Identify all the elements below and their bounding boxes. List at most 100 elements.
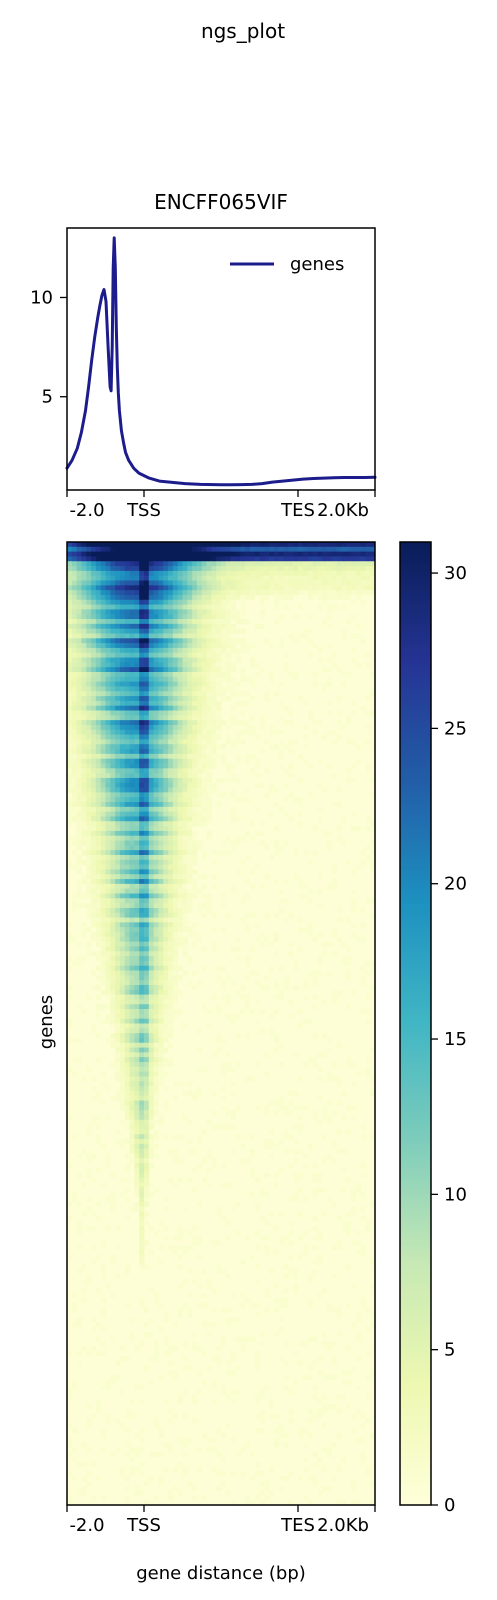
heatmap-cell xyxy=(158,652,164,658)
heatmap-cell xyxy=(341,672,347,678)
heatmap-cell xyxy=(196,638,203,644)
heatmap-cell xyxy=(144,700,150,707)
heatmap-cell xyxy=(124,956,130,962)
heatmap-cell xyxy=(312,720,318,726)
heatmap-cell xyxy=(264,1293,270,1299)
heatmap-cell xyxy=(331,739,337,745)
heatmap-cell xyxy=(196,758,203,764)
heatmap-cell xyxy=(158,1042,164,1048)
heatmap-cell xyxy=(95,768,102,774)
heatmap-cell xyxy=(81,763,87,769)
heatmap-cell xyxy=(163,720,169,726)
heatmap-cell xyxy=(148,1148,155,1154)
heatmap-cell xyxy=(322,1403,328,1410)
heatmap-cell xyxy=(168,570,174,577)
heatmap-cell xyxy=(129,854,135,861)
heatmap-cell xyxy=(206,773,212,779)
heatmap-cell xyxy=(278,763,284,769)
heatmap-cell xyxy=(148,1331,155,1337)
heatmap-cell xyxy=(100,1081,106,1087)
heatmap-cell xyxy=(225,994,232,1000)
heatmap-cell xyxy=(115,570,121,577)
heatmap-cell xyxy=(144,1158,150,1164)
heatmap-cell xyxy=(326,729,333,736)
heatmap-cell xyxy=(110,951,116,957)
heatmap-cell xyxy=(148,1004,155,1010)
heatmap-cell xyxy=(124,715,130,721)
heatmap-cell xyxy=(196,652,203,658)
heatmap-cell xyxy=(350,1240,357,1246)
heatmap-cell xyxy=(134,1201,140,1207)
heatmap-cell xyxy=(134,710,140,716)
heatmap-cell xyxy=(240,1447,246,1453)
heatmap-cell xyxy=(172,879,179,885)
heatmap-cell xyxy=(124,599,130,605)
heatmap-cell xyxy=(168,1418,174,1424)
heatmap-cell xyxy=(240,570,246,577)
heatmap-cell xyxy=(187,787,193,793)
heatmap-cell xyxy=(206,724,212,731)
heatmap-cell xyxy=(211,874,217,880)
heatmap-cell xyxy=(153,1110,159,1116)
heatmap-cell xyxy=(216,585,222,591)
heatmap-cell xyxy=(293,1105,299,1111)
heatmap-cell xyxy=(225,561,232,567)
heatmap-cell xyxy=(153,1062,159,1068)
heatmap-cell xyxy=(322,1331,328,1337)
heatmap-cell xyxy=(230,845,236,851)
heatmap-cell xyxy=(144,927,150,933)
heatmap-cell xyxy=(95,1124,102,1130)
heatmap-cell xyxy=(100,1273,106,1280)
heatmap-cell xyxy=(100,970,106,976)
heatmap-cell xyxy=(115,1057,121,1063)
heatmap-cell xyxy=(331,1158,337,1164)
heatmap-cell xyxy=(144,1264,150,1270)
heatmap-cell xyxy=(100,1004,106,1010)
heatmap-cell xyxy=(302,566,309,572)
heatmap-cell xyxy=(91,792,97,798)
heatmap-cell xyxy=(134,657,140,663)
heatmap-cell xyxy=(172,1375,179,1381)
heatmap-cell xyxy=(201,724,207,731)
heatmap-cell xyxy=(254,864,260,870)
heatmap-cell xyxy=(148,1476,155,1482)
heatmap-cell xyxy=(144,912,150,918)
heatmap-cell xyxy=(124,903,130,909)
heatmap-cell xyxy=(129,686,135,692)
heatmap-cell xyxy=(355,1355,361,1361)
heatmap-cell xyxy=(221,994,227,1000)
heatmap-cell xyxy=(100,1018,106,1024)
heatmap-cell xyxy=(331,729,337,736)
heatmap-cell xyxy=(283,551,289,557)
heatmap-cell xyxy=(225,912,232,918)
heatmap-cell xyxy=(240,859,246,866)
heatmap-cell xyxy=(95,744,102,750)
heatmap-cell xyxy=(225,1013,232,1020)
heatmap-cell xyxy=(139,604,145,610)
heatmap-cell xyxy=(119,777,126,784)
heatmap-cell xyxy=(119,551,126,557)
heatmap-cell xyxy=(163,975,169,981)
heatmap-cell xyxy=(91,604,97,610)
heatmap-cell xyxy=(139,830,145,837)
heatmap-cell xyxy=(67,1201,73,1207)
heatmap-cell xyxy=(91,1346,97,1352)
heatmap-cell xyxy=(91,633,97,639)
heatmap-cell xyxy=(249,946,256,952)
heatmap-cell xyxy=(326,575,333,581)
heatmap-cell xyxy=(148,696,155,702)
heatmap-cell xyxy=(182,893,188,899)
heatmap-cell xyxy=(225,999,232,1005)
heatmap-cell xyxy=(95,835,102,841)
heatmap-cell xyxy=(163,854,169,861)
heatmap-cell xyxy=(264,580,270,586)
heatmap-cell xyxy=(346,585,352,591)
heatmap-cell xyxy=(211,638,217,644)
heatmap-cell xyxy=(336,590,342,596)
heatmap-cell xyxy=(355,551,361,557)
heatmap-cell xyxy=(230,1389,236,1395)
heatmap-cell xyxy=(269,542,275,548)
heatmap-cell xyxy=(187,652,193,658)
heatmap-cell xyxy=(254,1105,260,1111)
heatmap-cell xyxy=(355,1182,361,1188)
